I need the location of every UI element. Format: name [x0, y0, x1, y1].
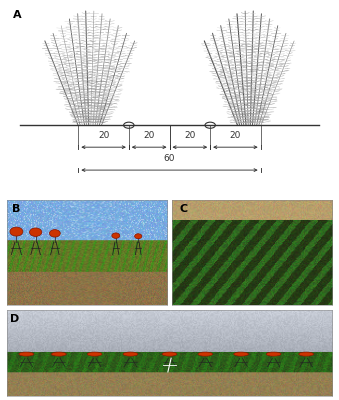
- Ellipse shape: [198, 352, 213, 356]
- Text: 20: 20: [98, 131, 109, 140]
- Text: 20: 20: [143, 131, 155, 140]
- Ellipse shape: [112, 233, 120, 238]
- Ellipse shape: [266, 352, 281, 356]
- Ellipse shape: [19, 352, 34, 356]
- Ellipse shape: [49, 230, 60, 237]
- Text: D: D: [10, 314, 19, 324]
- Text: 20: 20: [184, 131, 196, 140]
- Text: C: C: [180, 204, 188, 214]
- Ellipse shape: [10, 227, 23, 236]
- Text: B: B: [12, 204, 20, 214]
- Text: 60: 60: [164, 154, 175, 163]
- Ellipse shape: [87, 352, 102, 356]
- Ellipse shape: [234, 352, 248, 356]
- Text: A: A: [13, 10, 22, 20]
- Ellipse shape: [135, 234, 142, 239]
- Ellipse shape: [52, 352, 66, 356]
- Ellipse shape: [29, 228, 42, 236]
- Text: 20: 20: [230, 131, 241, 140]
- Ellipse shape: [162, 352, 177, 356]
- Ellipse shape: [299, 352, 314, 356]
- Ellipse shape: [123, 352, 138, 356]
